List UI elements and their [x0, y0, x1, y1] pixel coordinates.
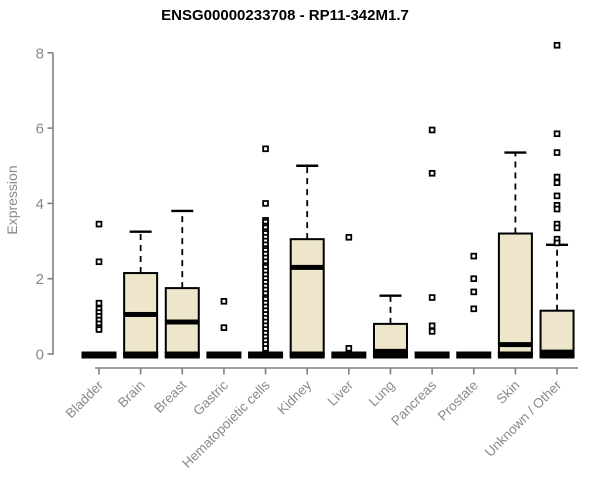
outlier-point [345, 233, 353, 241]
outlier-point [553, 205, 561, 213]
zero-bar [539, 351, 575, 359]
zero-bar [456, 351, 492, 359]
outlier-point [428, 294, 436, 301]
median-line [290, 264, 324, 270]
zero-bar [414, 351, 450, 359]
x-category-label: Breast [151, 377, 189, 415]
y-tick-label: 0 [36, 347, 44, 364]
outlier-point [553, 41, 561, 49]
zero-bar [248, 351, 284, 359]
x-category-label: Pancreas [388, 377, 439, 428]
x-category-label: Prostate [435, 378, 481, 424]
median-line [373, 348, 407, 354]
outlier-point [428, 169, 436, 177]
x-category-label: Lung [366, 378, 398, 410]
outlier-point [95, 220, 103, 228]
outlier-point [220, 297, 228, 305]
outlier-point [428, 126, 436, 134]
y-tick-label: 2 [36, 271, 44, 288]
outlier-point [220, 324, 228, 331]
x-category-label: Brain [115, 378, 148, 411]
median-line [124, 311, 158, 317]
zero-bar [206, 351, 242, 359]
outlier-point [428, 328, 436, 335]
outlier-point [553, 239, 561, 247]
median-line [498, 342, 532, 348]
outlier-point [95, 258, 103, 266]
zero-bar [123, 351, 159, 359]
box [289, 238, 325, 357]
chart-title: ENSG00000233708 - RP11-342M1.7 [161, 7, 409, 24]
median-line [165, 319, 199, 325]
y-tick-label: 6 [36, 121, 44, 138]
outlier-point [262, 200, 269, 207]
box [497, 232, 533, 358]
box [539, 309, 575, 358]
zero-bar [81, 351, 117, 359]
outlier-point [553, 224, 561, 232]
outlier-point [470, 305, 478, 313]
x-category-label: Kidney [275, 377, 315, 417]
outlier-point [553, 130, 561, 138]
zero-bar [331, 351, 367, 359]
x-category-label: Skin [493, 378, 522, 407]
outlier-point [428, 322, 436, 330]
zero-bar [164, 351, 200, 359]
outlier-point [470, 275, 478, 282]
outlier-point [345, 345, 353, 352]
zero-bar [372, 351, 408, 359]
outlier-point [470, 288, 478, 296]
outlier-point [262, 145, 269, 153]
x-category-label: Unknown / Other [482, 377, 565, 460]
y-tick-label: 8 [36, 45, 44, 62]
y-tick-label: 4 [36, 196, 44, 213]
zero-bar [497, 351, 533, 359]
outlier-point [95, 299, 103, 307]
outlier-point [553, 149, 561, 156]
outlier-point [95, 326, 103, 333]
outlier-point [470, 252, 478, 260]
outlier-point [553, 179, 561, 186]
zero-bar [289, 351, 325, 359]
x-category-label: Bladder [63, 377, 107, 421]
outlier-point [553, 192, 561, 200]
outlier-point [553, 173, 561, 181]
x-category-label: Gastric [190, 377, 231, 418]
outlier-point [262, 345, 269, 352]
x-category-label: Liver [325, 377, 357, 409]
